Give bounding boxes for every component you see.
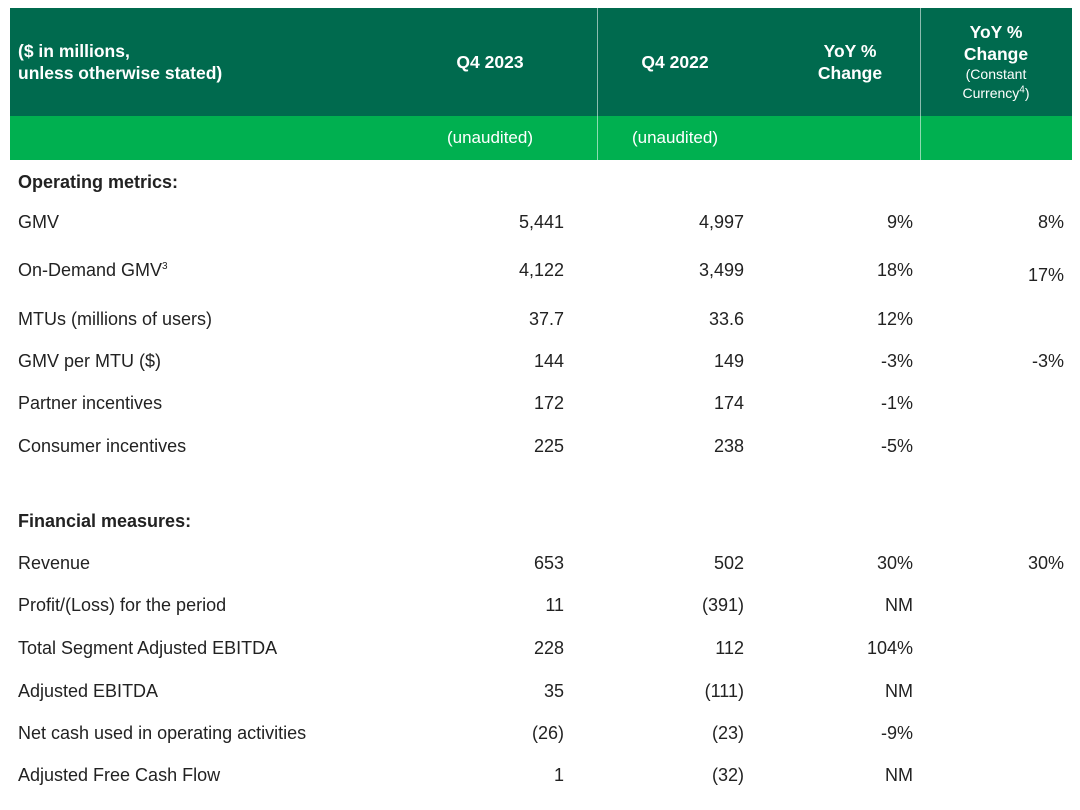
subheader-unaudited-2022: (unaudited): [631, 128, 718, 147]
section-financial-measures: Financial measures:: [18, 511, 192, 531]
cell-yoy: 18%: [876, 260, 913, 280]
column-divider: [597, 8, 598, 160]
cell-q4-2023: 11: [545, 595, 564, 615]
row-label: Partner incentives: [18, 393, 163, 413]
cell-q4-2022: 3,499: [698, 260, 744, 280]
cell-q4-2023: 5,441: [518, 212, 564, 232]
cell-yoy: 30%: [876, 553, 913, 573]
column-divider: [920, 8, 921, 160]
footnote-marker: 4: [1019, 84, 1025, 96]
cell-q4-2023: 228: [533, 638, 564, 658]
row-label: Consumer incentives: [18, 436, 187, 456]
header-units-line1: ($ in millions,: [18, 41, 130, 61]
row-label: Revenue: [18, 553, 91, 573]
row-label: MTUs (millions of users): [18, 309, 213, 329]
cell-q4-2023: 35: [543, 681, 564, 701]
header-yoycc-currency: Currency: [962, 85, 1020, 101]
cell-yoy: NM: [885, 765, 913, 785]
header-yoycc-line1: YoY %: [969, 22, 1023, 42]
row-label: Profit/(Loss) for the period: [18, 595, 227, 615]
row-label: Total Segment Adjusted EBITDA: [18, 638, 278, 658]
cell-yoy: NM: [885, 595, 913, 615]
row-label: Adjusted EBITDA: [18, 681, 159, 701]
cell-yoy: 104%: [866, 638, 913, 658]
header-q4-2022: Q4 2022: [641, 52, 709, 72]
row-label: Adjusted Free Cash Flow: [18, 765, 221, 785]
cell-q4-2023: 653: [533, 553, 564, 573]
cell-yoy: -5%: [880, 436, 913, 456]
section-operating-metrics: Operating metrics:: [18, 172, 179, 192]
cell-q4-2023: 37.7: [528, 309, 564, 329]
header-units-label: ($ in millions, unless otherwise stated): [18, 8, 398, 116]
cell-yoy-cc: -3%: [1031, 351, 1064, 371]
header-yoy-line2: Change: [817, 63, 883, 83]
cell-q4-2023: 1: [553, 765, 564, 785]
row-label-text: On-Demand GMV: [18, 260, 163, 280]
cell-q4-2022: (391): [701, 595, 744, 615]
row-label: GMV per MTU ($): [18, 351, 162, 371]
cell-q4-2022: 112: [715, 638, 744, 658]
table-subheader: [10, 116, 1072, 160]
cell-q4-2022: (32): [711, 765, 744, 785]
header-yoycc-line2: Change: [963, 44, 1029, 64]
cell-q4-2023: (26): [531, 723, 564, 743]
row-label: On-Demand GMV3: [18, 260, 168, 281]
cell-yoy-cc: 17%: [1027, 265, 1064, 285]
cell-q4-2023: 172: [533, 393, 564, 413]
cell-yoy: -9%: [880, 723, 913, 743]
cell-yoy-cc: 8%: [1037, 212, 1064, 232]
cell-q4-2022: 149: [713, 351, 744, 371]
cell-yoy-cc: 30%: [1027, 553, 1064, 573]
cell-q4-2022: 502: [713, 553, 744, 573]
cell-q4-2022: (23): [711, 723, 744, 743]
header-yoycc-line4: Currency4): [962, 84, 1029, 103]
cell-q4-2022: 174: [713, 393, 744, 413]
cell-q4-2022: 4,997: [698, 212, 744, 232]
header-yoycc-paren: ): [1024, 85, 1030, 101]
table-header: [10, 8, 1072, 116]
cell-q4-2022: 238: [713, 436, 744, 456]
cell-yoy: 12%: [876, 309, 913, 329]
subheader-unaudited-2023: (unaudited): [446, 128, 533, 147]
header-units-line2: unless otherwise stated): [18, 63, 223, 83]
cell-yoy: -3%: [880, 351, 913, 371]
cell-q4-2023: 225: [533, 436, 564, 456]
cell-q4-2022: 33.6: [708, 309, 744, 329]
cell-q4-2023: 4,122: [518, 260, 564, 280]
row-label: GMV: [18, 212, 60, 232]
cell-yoy: NM: [885, 681, 913, 701]
row-label: Net cash used in operating activities: [18, 723, 307, 743]
cell-q4-2023: 144: [533, 351, 564, 371]
footnote-marker: 3: [162, 261, 168, 272]
header-yoy-constant-currency: YoY % Change (Constant Currency4): [921, 8, 1071, 116]
header-yoy-line1: YoY %: [823, 41, 877, 61]
cell-q4-2022: (111): [704, 681, 744, 701]
header-yoy-change: YoY % Change: [780, 8, 920, 116]
header-yoycc-line3: (Constant: [965, 66, 1027, 82]
cell-yoy: -1%: [880, 393, 913, 413]
cell-yoy: 9%: [886, 212, 913, 232]
header-q4-2023: Q4 2023: [456, 52, 524, 72]
